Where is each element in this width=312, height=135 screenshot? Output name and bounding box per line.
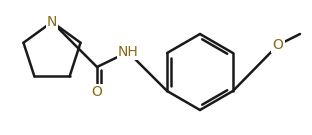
Text: N: N [47,15,57,29]
Text: O: O [273,38,283,52]
Text: O: O [91,85,102,99]
Text: NH: NH [118,45,139,59]
